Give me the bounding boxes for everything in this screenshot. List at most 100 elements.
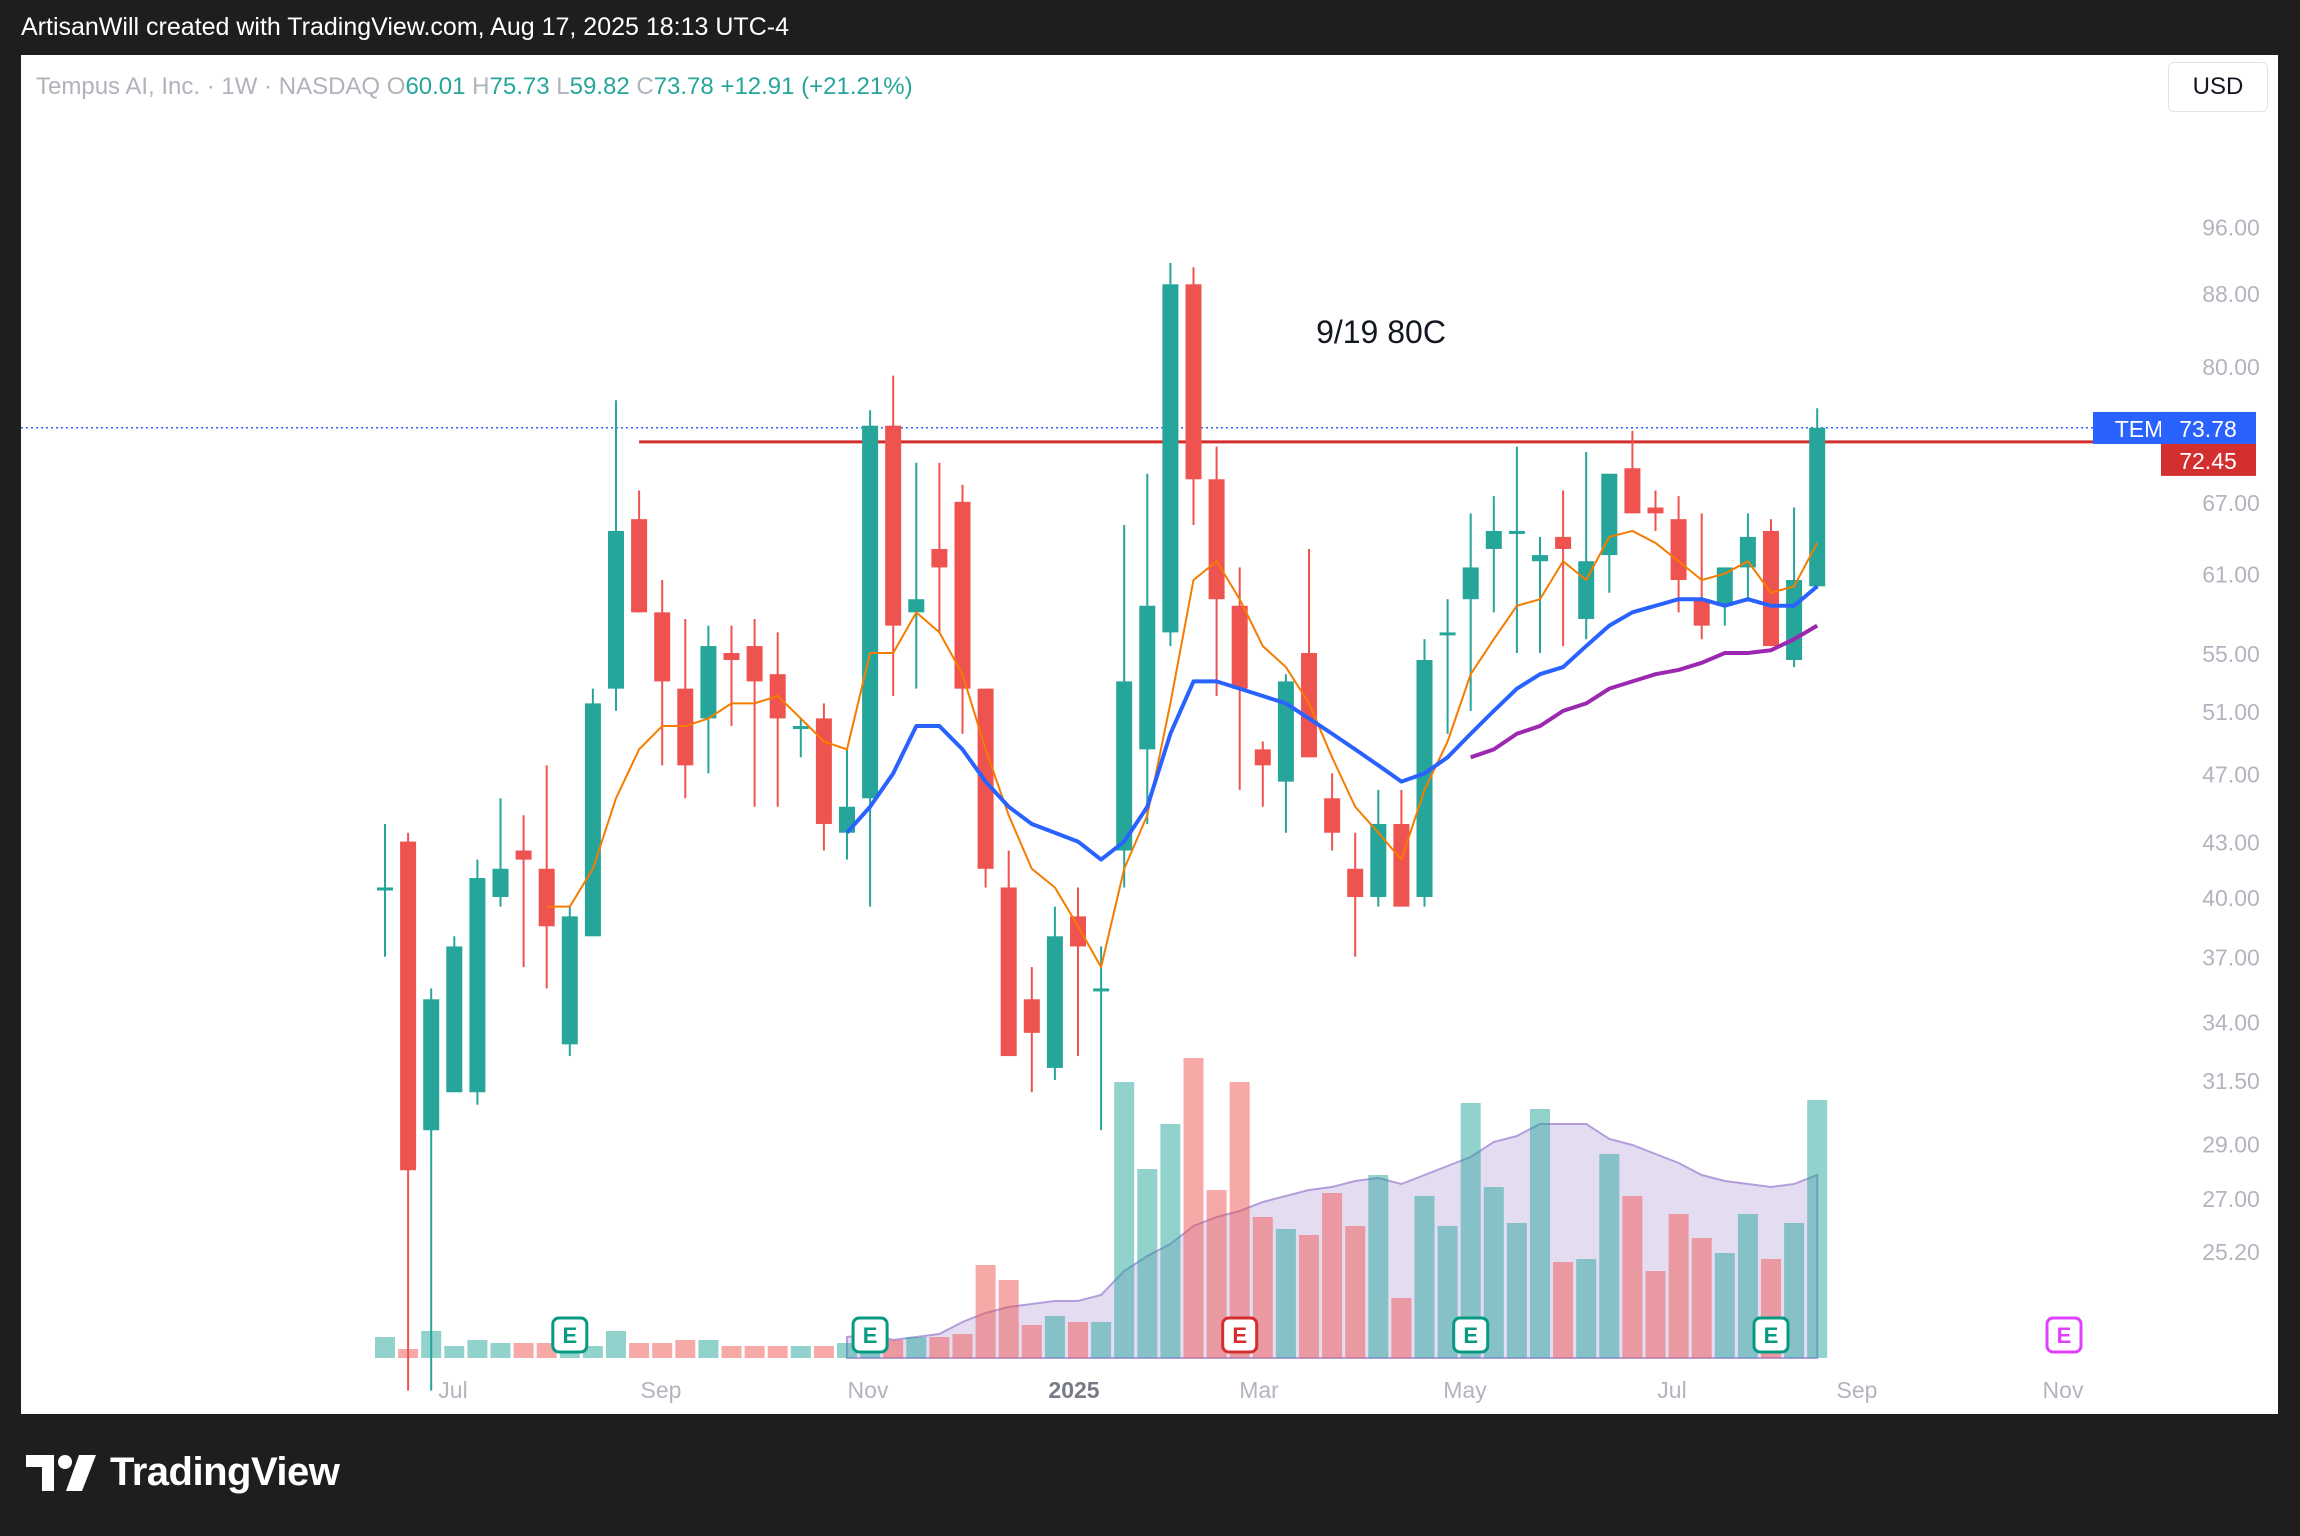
candle-body (885, 425, 902, 626)
open-key: O (386, 73, 406, 100)
x-axis-tick: May (1443, 1377, 1487, 1403)
candle-body (492, 868, 509, 897)
candle-body (1347, 868, 1364, 897)
candle-body (1324, 798, 1341, 833)
volume-bar (1668, 1214, 1689, 1358)
candle-body (446, 946, 463, 1093)
y-axis-tick: 25.20 (2202, 1239, 2260, 1265)
candle-body (931, 548, 948, 568)
volume-bar (675, 1340, 696, 1358)
low-key: L (556, 73, 570, 100)
earnings-marker-label: E (1463, 1323, 1478, 1348)
volume-bar (629, 1343, 650, 1358)
y-axis-tick: 43.00 (2202, 830, 2260, 856)
volume-bar (606, 1331, 626, 1358)
volume-bar (975, 1265, 996, 1358)
candle-body (908, 599, 925, 613)
volume-bar (1483, 1187, 1504, 1358)
volume-bar (744, 1346, 765, 1358)
earnings-marker-label: E (1232, 1323, 1247, 1348)
candle-body (1023, 999, 1040, 1033)
volume-bar (1691, 1238, 1712, 1358)
chart-panel[interactable]: Tempus AI, Inc. · 1W · NASDAQ O60.01 H75… (21, 55, 2278, 1414)
volume-bar (1414, 1196, 1435, 1358)
candle-body (1532, 555, 1548, 562)
candle-body (815, 718, 832, 824)
candle-body (1555, 536, 1572, 549)
volume-bar (1322, 1193, 1343, 1358)
price-chart[interactable]: E E E E E E 9/19 80C 96.00 88.00 80.00 67.00 61.00 5… (21, 55, 2278, 1414)
volume-bar (767, 1346, 788, 1358)
y-axis-tick: 31.50 (2202, 1068, 2260, 1094)
chart-annotation: 9/19 80C (1316, 314, 1446, 350)
candle-body (1393, 823, 1410, 907)
candle-body (561, 916, 578, 1045)
candle-body (423, 999, 440, 1131)
volume-bar (444, 1346, 465, 1358)
volume-bar (813, 1346, 834, 1358)
candle-body (1000, 887, 1017, 1057)
x-axis-tick: Nov (848, 1377, 889, 1403)
volume-bar (1553, 1262, 1574, 1358)
volume-bar (1391, 1298, 1412, 1358)
volume-bar (1160, 1124, 1181, 1358)
x-axis-tick: Jul (438, 1377, 467, 1403)
earnings-marker (1221, 1316, 1259, 1354)
y-axis-tick: 27.00 (2202, 1186, 2260, 1212)
candle-body (723, 653, 740, 661)
currency-button[interactable]: USD (2168, 62, 2268, 112)
candle-body (1162, 284, 1179, 633)
volume-bar (1460, 1103, 1481, 1358)
tradingview-logo-icon (26, 1454, 96, 1491)
candle-body (1809, 427, 1826, 587)
earnings-marker (551, 1316, 589, 1354)
candle-body (469, 878, 486, 1093)
x-axis-tick: Jul (1657, 1377, 1686, 1403)
candle-body (1370, 823, 1387, 897)
volume-bar (1275, 1229, 1296, 1358)
volume-bar (490, 1343, 511, 1358)
candle-body (1693, 599, 1710, 626)
candle-body (1439, 632, 1456, 636)
chart-caption: ArtisanWill created with TradingView.com… (21, 13, 789, 41)
candle-body (1462, 567, 1479, 600)
symbol-name: Tempus AI, Inc. · 1W · NASDAQ (36, 73, 381, 100)
volume-bar (1114, 1082, 1135, 1358)
earnings-marker-label: E (863, 1323, 878, 1348)
high-key: H (472, 73, 490, 100)
candle-body (631, 519, 648, 613)
tradingview-logo: TradingView (24, 1450, 340, 1495)
y-axis-tick: 47.00 (2202, 761, 2260, 787)
x-axis-tick: Sep (641, 1377, 682, 1403)
candle-body (1508, 530, 1525, 534)
volume-bar (790, 1346, 811, 1358)
price-label-value: 73.78 (2179, 416, 2237, 442)
volume-bar (1044, 1316, 1065, 1358)
candle-body (1716, 567, 1733, 606)
y-axis-tick: 61.00 (2202, 562, 2260, 588)
volume-bar (1807, 1100, 1828, 1358)
volume-bar (1091, 1322, 1112, 1358)
price-label-value-bg (2161, 411, 2256, 444)
y-axis-tick: 80.00 (2202, 354, 2260, 380)
volume-bar (1714, 1253, 1735, 1358)
symbol-legend: Tempus AI, Inc. · 1W · NASDAQ O60.01 H75… (36, 73, 913, 101)
volume-bar (952, 1334, 973, 1358)
earnings-marker (2045, 1316, 2083, 1354)
volume-bar (1576, 1259, 1597, 1358)
close-value: 73.78 (653, 73, 714, 100)
volume-bar (1299, 1235, 1319, 1358)
y-axis-tick: 37.00 (2202, 945, 2260, 971)
candle-body (792, 726, 809, 730)
candle-body (1139, 605, 1156, 750)
tradingview-wordmark: TradingView (110, 1450, 340, 1494)
volume-bar (721, 1346, 742, 1358)
candle-body (1670, 519, 1687, 580)
candle-body (377, 887, 393, 891)
earnings-marker-label: E (1764, 1323, 1779, 1348)
candle-body (1739, 536, 1756, 568)
candle-body (1647, 507, 1664, 514)
volume-bar (1229, 1082, 1250, 1358)
y-axis-tick: 34.00 (2202, 1009, 2260, 1035)
ma-slow-line (1470, 623, 1819, 760)
